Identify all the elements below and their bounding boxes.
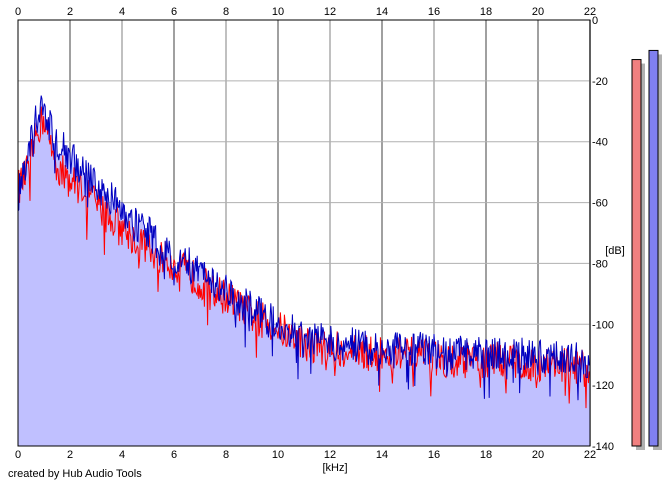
- x-axis-label: [kHz]: [322, 462, 347, 474]
- x-tick-top-4: 8: [223, 6, 229, 18]
- x-tick-top-2: 4: [119, 6, 125, 18]
- y-tick-5: -100: [592, 319, 614, 331]
- series-line-1: [17, 95, 590, 401]
- x-tick-top-3: 6: [171, 6, 177, 18]
- level-meter-bar-1: [648, 49, 659, 447]
- x-tick-top-11: 22: [584, 6, 596, 18]
- plot-frame: [17, 19, 591, 447]
- level-meters: [631, 49, 662, 451]
- x-tick-bottom-7: 14: [376, 449, 388, 461]
- x-tick-bottom-10: 20: [532, 449, 544, 461]
- y-tick-4: -80: [592, 258, 608, 270]
- y-tick-7: -140: [592, 441, 614, 453]
- y-axis-label: [dB]: [605, 245, 625, 257]
- x-tick-bottom-8: 16: [428, 449, 440, 461]
- y-tick-0: 0: [592, 15, 598, 27]
- spectrum-area: [18, 95, 590, 446]
- x-tick-bottom-0: 0: [15, 449, 21, 461]
- x-tick-top-1: 2: [67, 6, 73, 18]
- x-tick-bottom-4: 8: [223, 449, 229, 461]
- x-tick-top-6: 12: [324, 6, 336, 18]
- spectrum-fill: [18, 95, 590, 446]
- level-meter-bar-0: [631, 59, 642, 447]
- x-tick-bottom-5: 10: [272, 449, 284, 461]
- x-tick-top-7: 14: [376, 6, 388, 18]
- x-tick-bottom-3: 6: [171, 449, 177, 461]
- x-tick-top-9: 18: [480, 6, 492, 18]
- footer-credit: created by Hub Audio Tools: [8, 468, 142, 480]
- y-tick-3: -60: [592, 198, 608, 210]
- y-tick-6: -120: [592, 380, 614, 392]
- series-lines: [17, 95, 590, 409]
- x-tick-bottom-1: 2: [67, 449, 73, 461]
- x-tick-bottom-11: 22: [584, 449, 596, 461]
- x-tick-bottom-6: 12: [324, 449, 336, 461]
- x-tick-top-0: 0: [15, 6, 21, 18]
- x-tick-top-8: 16: [428, 6, 440, 18]
- x-tick-top-5: 10: [272, 6, 284, 18]
- x-tick-bottom-9: 18: [480, 449, 492, 461]
- x-tick-top-10: 20: [532, 6, 544, 18]
- y-tick-labels: 0 -20 -40 -60 -80 -100 -120 -140: [592, 15, 614, 453]
- y-tick-2: -40: [592, 137, 608, 149]
- x-tick-bottom-2: 4: [119, 449, 125, 461]
- y-tick-1: -20: [592, 76, 608, 88]
- series-line-0: [17, 106, 590, 409]
